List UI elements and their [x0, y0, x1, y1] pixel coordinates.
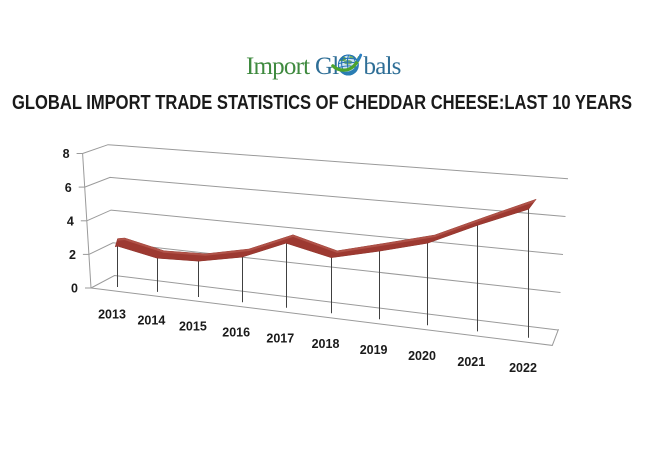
svg-text:4: 4	[67, 215, 74, 229]
svg-text:GLOBAL IMPORT TRADE STATISTICS: GLOBAL IMPORT TRADE STATISTICS OF CHEDDA…	[12, 92, 632, 114]
svg-text:bals: bals	[364, 53, 401, 80]
svg-text:2022: 2022	[509, 361, 537, 375]
svg-text:2019: 2019	[360, 343, 388, 357]
svg-text:0: 0	[71, 282, 78, 296]
svg-text:2015: 2015	[179, 320, 207, 334]
svg-text:2014: 2014	[137, 314, 165, 328]
svg-text:2018: 2018	[312, 337, 340, 351]
svg-text:6: 6	[65, 181, 72, 195]
svg-text:2016: 2016	[222, 325, 250, 339]
svg-text:2021: 2021	[457, 355, 485, 369]
svg-text:2017: 2017	[266, 331, 294, 345]
svg-text:2020: 2020	[408, 349, 436, 363]
svg-text:2013: 2013	[98, 308, 126, 322]
svg-text:Import: Import	[246, 53, 310, 80]
svg-text:8: 8	[63, 147, 70, 161]
svg-text:2: 2	[69, 248, 76, 262]
